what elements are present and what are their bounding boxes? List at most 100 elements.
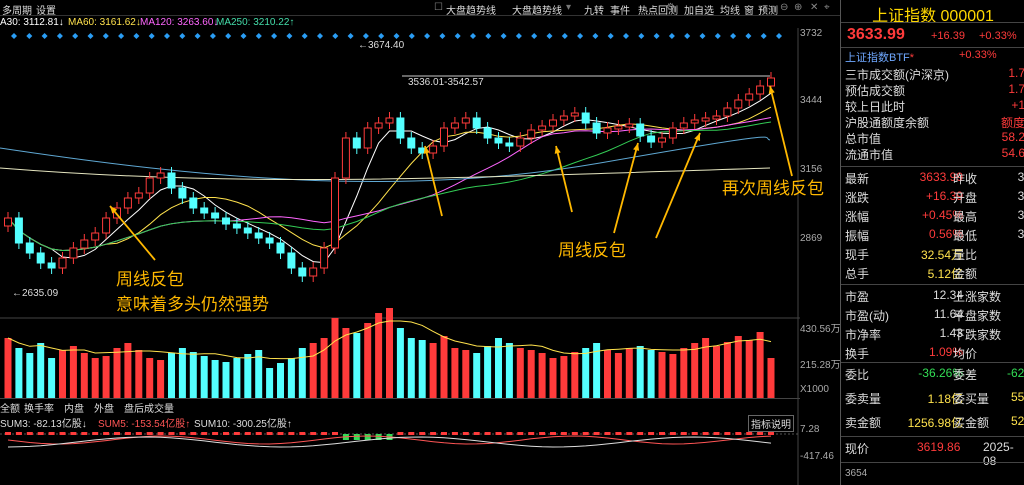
- volume-bar: [309, 343, 317, 398]
- add-watchlist-button[interactable]: 加自选: [684, 6, 714, 17]
- row-label-2: 平盘家数: [953, 309, 1002, 323]
- diamond-marker: [164, 33, 170, 39]
- checkbox-icon[interactable]: ☐: [434, 2, 443, 13]
- indicator-bar: [288, 432, 295, 435]
- row-label-2: 开盘: [953, 191, 978, 205]
- candle-body: [701, 117, 710, 122]
- row-value: 11.64: [933, 307, 963, 321]
- quote-row: 涨幅 +0.45%最高 36: [845, 208, 1024, 224]
- tab-after-hours[interactable]: 盘后成交量: [124, 404, 174, 415]
- volume-bar: [59, 350, 66, 398]
- row-label: 市净率: [845, 328, 882, 342]
- indicator-bar: [321, 432, 328, 435]
- candle-body: [254, 232, 263, 239]
- volume-bar: [484, 346, 492, 398]
- plus-icon[interactable]: ⊕: [794, 2, 803, 13]
- hotspot-backtest-button[interactable]: 热点回测: [638, 6, 678, 17]
- tab-outer[interactable]: 外盘: [94, 404, 114, 415]
- candle-body: [134, 192, 143, 199]
- indicator-bar: [103, 432, 110, 435]
- annotation-arrow: [769, 85, 793, 177]
- volume-bar: [342, 328, 350, 398]
- btf-link[interactable]: 上证指数BTF*: [845, 52, 915, 64]
- volume-bar: [277, 363, 284, 398]
- ma-button[interactable]: 均线: [720, 6, 740, 17]
- row-label: 委卖量: [845, 392, 882, 406]
- chevron-down-icon[interactable]: ▾: [566, 2, 572, 13]
- volume-bar: [353, 333, 361, 398]
- candle-body: [123, 197, 132, 209]
- quote-row: 现手 32.54万 量比: [845, 246, 1024, 262]
- candle-body: [581, 112, 590, 124]
- volume-bar: [527, 350, 535, 398]
- candle-body: [690, 119, 699, 124]
- indicator-bar: [332, 432, 338, 435]
- volume-bar: [200, 356, 208, 398]
- indicator-bar: [462, 432, 469, 435]
- volume-bar: [15, 348, 23, 398]
- diamond-marker: [72, 33, 79, 39]
- diamond-marker: [362, 33, 369, 39]
- candle-body: [712, 115, 721, 120]
- volume-bar: [69, 346, 77, 398]
- volume-bar: [37, 343, 45, 398]
- row-label: 预估成交额: [845, 84, 906, 98]
- indicator-bar: [364, 434, 371, 440]
- indicator-bar: [648, 432, 655, 435]
- tab-amount[interactable]: 全额: [0, 404, 20, 415]
- kline-chart[interactable]: [0, 28, 800, 485]
- diamond-marker: [87, 33, 94, 39]
- row-label: 最新: [845, 172, 870, 186]
- volume-bar: [113, 348, 121, 398]
- volume-bar: [658, 352, 666, 398]
- diamond-marker: [714, 33, 721, 39]
- tab-turnover[interactable]: 换手率: [24, 404, 54, 415]
- volume-bar: [702, 338, 710, 398]
- tab-inner[interactable]: 内盘: [64, 404, 84, 415]
- row-value: 1.7: [1008, 66, 1024, 80]
- indicator-bar: [92, 432, 99, 435]
- volume-bar: [298, 348, 306, 398]
- annotation-arrowhead: [633, 143, 640, 151]
- diamond-marker: [11, 33, 17, 39]
- row-label-2: 上涨家数: [953, 290, 1002, 304]
- indicator-help-button[interactable]: 指标说明: [748, 415, 794, 432]
- event-button[interactable]: 事件: [610, 6, 630, 17]
- gear-icon[interactable]: ⚙: [666, 2, 675, 13]
- volume-bar: [593, 343, 601, 398]
- candle-body: [450, 122, 459, 129]
- diamond-marker: [424, 33, 431, 39]
- indicator-bar: [277, 432, 284, 435]
- val-row: 市净率 1.43 下跌家数: [845, 326, 1024, 342]
- row-label: 总市值: [845, 132, 882, 146]
- volume-bar: [26, 353, 34, 398]
- diamond-marker: [561, 33, 568, 39]
- volume-bar: [48, 358, 56, 398]
- price-axis-3156: 3156: [800, 164, 823, 175]
- candle-body: [102, 217, 111, 234]
- indicator-bar: [244, 432, 251, 435]
- candle-body: [145, 177, 154, 194]
- indicator-bar: [353, 434, 360, 440]
- minus-icon[interactable]: ⊖: [780, 2, 789, 13]
- thumbtack-icon[interactable]: ⌖: [824, 2, 830, 13]
- settings-button[interactable]: 设置: [36, 6, 56, 17]
- row-value: 3633.99: [919, 170, 963, 184]
- forecast-button[interactable]: 预测: [758, 6, 778, 17]
- close-icon[interactable]: ✕: [810, 2, 819, 13]
- window-button[interactable]: 窗: [744, 6, 754, 17]
- indicator-bar: [593, 432, 600, 435]
- trend-line-menu[interactable]: 大盘趋势线: [512, 6, 562, 17]
- row-label: 涨跌: [845, 191, 870, 205]
- candle-body: [767, 77, 775, 87]
- volume-bar: [255, 350, 263, 398]
- candle-body: [309, 267, 318, 277]
- trend-line-toggle[interactable]: 大盘趋势线: [446, 6, 496, 17]
- indicator-bar: [310, 432, 317, 435]
- multi-period-button[interactable]: 多周期: [2, 6, 32, 17]
- indicator-bar: [146, 432, 153, 435]
- indicator-bar: [669, 432, 676, 435]
- indicator-bar: [299, 432, 306, 435]
- nine-turn-button[interactable]: 九转: [584, 6, 604, 17]
